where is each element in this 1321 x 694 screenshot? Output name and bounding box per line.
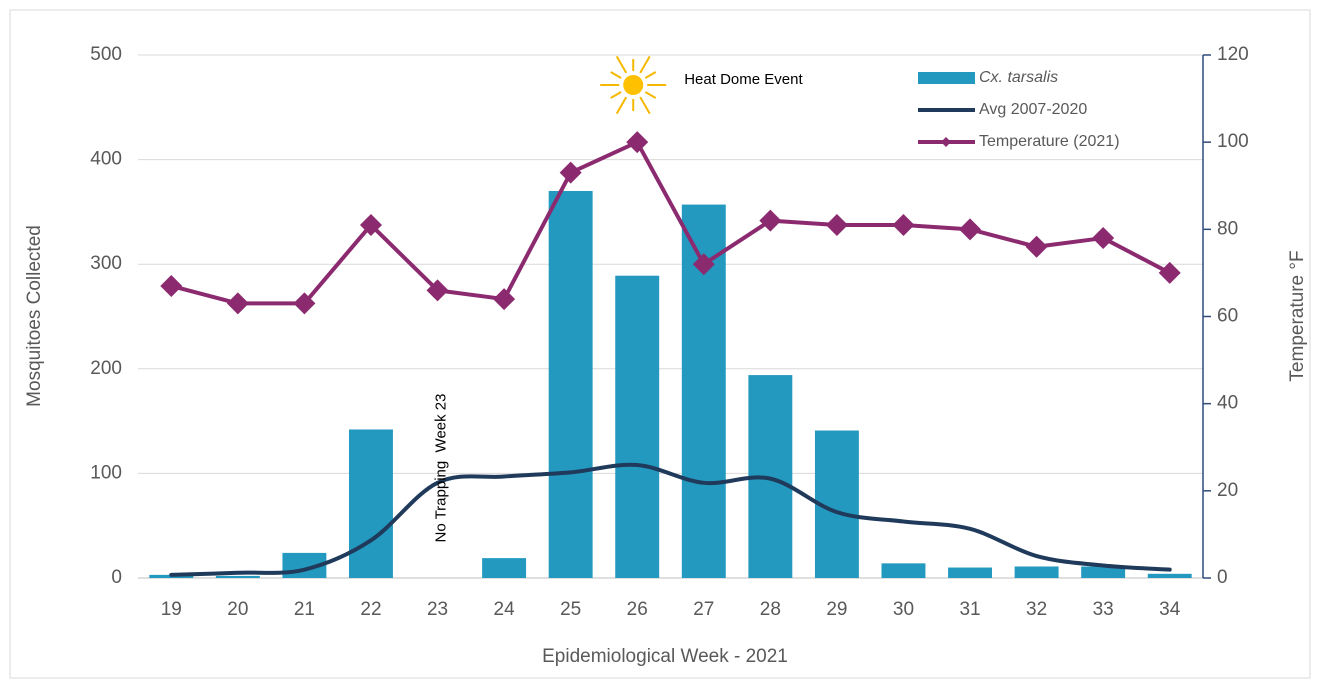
x-tick-label: 26: [627, 599, 648, 620]
y-tick-label: 400: [90, 149, 122, 170]
sun-ray: [610, 91, 622, 99]
bar: [548, 190, 593, 579]
y2-tick-label: 40: [1217, 393, 1238, 414]
marker: [226, 292, 249, 315]
y-tick-label: 100: [90, 462, 122, 483]
marker: [825, 213, 848, 236]
marker: [1025, 235, 1048, 258]
x-tick-label: 20: [227, 599, 248, 620]
marker: [493, 288, 516, 311]
bar: [349, 429, 393, 578]
y-tick-label: 300: [90, 253, 122, 274]
y-tick-label: 500: [90, 44, 122, 65]
y-tick-label: 0: [111, 567, 122, 588]
bar: [948, 567, 992, 578]
sun-ray: [644, 91, 657, 99]
annotation: Heat Dome Event: [684, 71, 803, 88]
y-axis-title: Mosquitoes Collected: [24, 225, 45, 407]
sun-ray: [639, 96, 651, 115]
y2-tick-label: 100: [1217, 131, 1249, 152]
y-tick-label: 200: [90, 358, 122, 379]
x-tick-label: 24: [494, 599, 516, 620]
x-tick-label: 32: [1026, 599, 1047, 620]
line: [169, 140, 1172, 306]
y2-tick-label: 60: [1217, 306, 1238, 327]
legend-label: Cx. tarsalis: [979, 69, 1058, 86]
annotation: No Trapping Week 23: [433, 394, 450, 543]
y2-tick-label: 0: [1217, 567, 1228, 588]
sun-ray: [610, 71, 622, 79]
bar: [1147, 573, 1192, 578]
x-tick-label: 31: [959, 599, 980, 620]
marker: [1092, 227, 1115, 250]
x-tick-label: 30: [893, 599, 914, 620]
bar: [615, 275, 660, 578]
y2-tick-label: 80: [1217, 218, 1238, 239]
x-tick-label: 25: [560, 599, 581, 620]
bar: [1081, 566, 1126, 578]
x-tick-label: 27: [693, 599, 714, 620]
sun-core: [623, 75, 644, 95]
marker: [1158, 261, 1181, 284]
x-axis-title: Epidemiological Week - 2021: [542, 646, 788, 667]
y2-tick-label: 120: [1217, 44, 1249, 65]
line: [169, 462, 1172, 577]
y2-tick-label: 20: [1217, 480, 1238, 501]
x-tick-label: 33: [1093, 599, 1114, 620]
x-tick-label: 23: [427, 599, 448, 620]
sun-ray: [615, 55, 628, 74]
marker: [559, 161, 582, 184]
legend-label: Avg 2007-2020: [979, 101, 1087, 118]
x-tick-label: 29: [826, 599, 847, 620]
marker: [359, 213, 382, 236]
legend-label: Temperature (2021): [979, 133, 1120, 150]
sun-ray: [615, 96, 628, 115]
y2-axis-title: Temperature °F: [1287, 250, 1308, 381]
legend-swatch: [918, 72, 975, 84]
bar: [215, 575, 260, 578]
x-tick-label: 34: [1159, 599, 1181, 620]
x-tick-label: 22: [360, 599, 381, 620]
marker: [626, 131, 649, 154]
sun-ray: [644, 71, 657, 79]
marker: [160, 274, 183, 297]
legend-marker: [941, 137, 951, 147]
marker: [759, 209, 782, 232]
marker: [959, 218, 982, 241]
x-tick-label: 21: [294, 599, 315, 620]
marker: [892, 213, 915, 236]
x-tick-label: 28: [760, 599, 781, 620]
bar: [1014, 566, 1059, 578]
bar: [482, 558, 527, 578]
marker: [692, 253, 715, 276]
bar: [881, 563, 926, 578]
marker: [293, 292, 316, 315]
sun-ray: [639, 55, 651, 74]
x-tick-label: 19: [161, 599, 182, 620]
marker: [426, 279, 449, 302]
sun-icon: [600, 55, 667, 115]
